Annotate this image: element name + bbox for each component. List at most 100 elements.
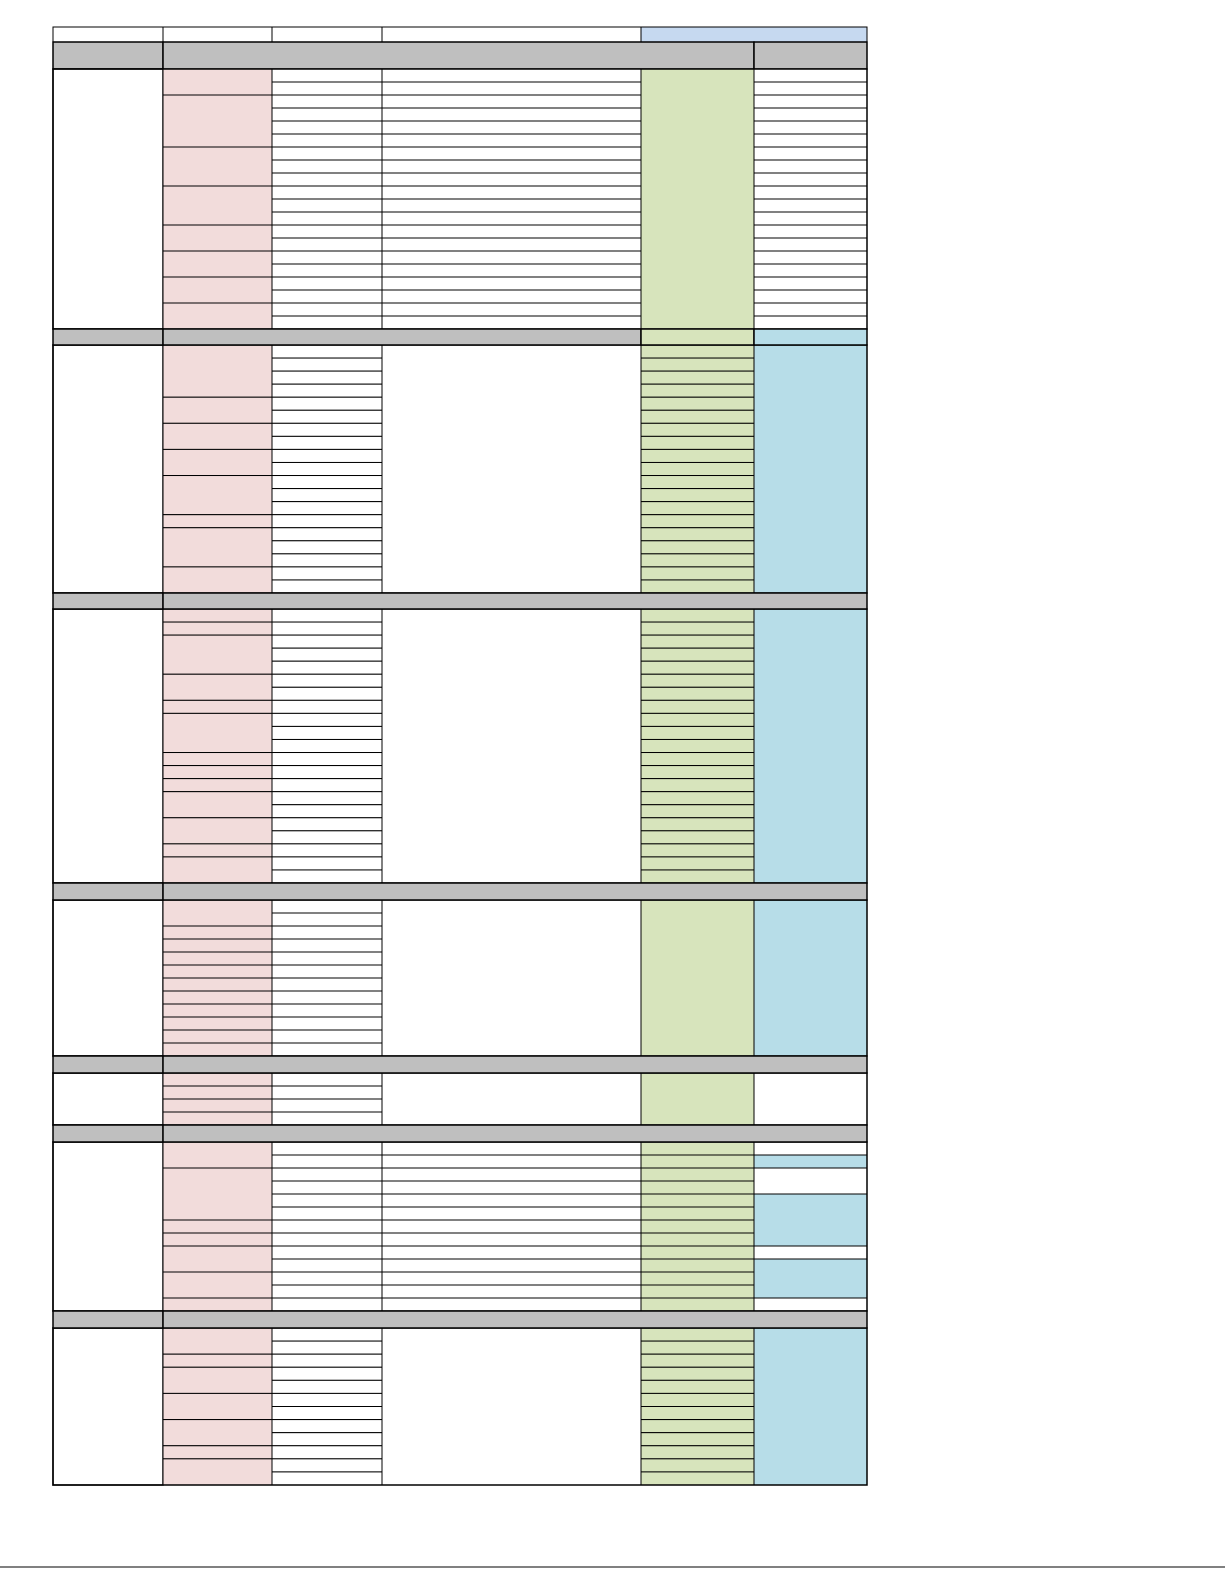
cell xyxy=(271,1167,383,1182)
green-cell xyxy=(640,1245,755,1260)
green-cell xyxy=(640,830,755,845)
separator-cell xyxy=(52,1310,164,1329)
cell xyxy=(753,250,868,265)
green-cell xyxy=(640,1154,755,1169)
green-cell xyxy=(640,804,755,819)
cell xyxy=(381,1206,642,1221)
pink-cell xyxy=(162,1003,273,1018)
cell xyxy=(381,1167,642,1182)
cell xyxy=(271,1085,383,1100)
cell xyxy=(753,120,868,135)
cell xyxy=(753,211,868,226)
green-cell xyxy=(640,488,755,503)
green-cell xyxy=(640,1392,755,1407)
pink-cell xyxy=(162,791,273,819)
cell xyxy=(271,912,383,927)
cell xyxy=(271,1445,383,1460)
cell xyxy=(753,289,868,304)
cell xyxy=(381,224,642,239)
cell xyxy=(271,1219,383,1234)
green-cell xyxy=(640,1406,755,1421)
separator-cell xyxy=(52,882,164,901)
cell xyxy=(271,383,383,398)
cell xyxy=(381,1193,642,1208)
cell xyxy=(271,422,383,437)
pink-cell xyxy=(162,634,273,675)
green-cell xyxy=(640,357,755,372)
cell xyxy=(381,146,642,161)
cell xyxy=(381,81,642,96)
pink-cell xyxy=(162,817,273,845)
cell xyxy=(271,1458,383,1473)
cell xyxy=(753,1245,868,1260)
cell xyxy=(381,289,642,304)
cell xyxy=(381,1284,642,1299)
cell xyxy=(271,899,383,914)
cell xyxy=(753,1167,868,1195)
pink-cell xyxy=(162,1085,273,1100)
cell xyxy=(753,133,868,148)
pink-cell xyxy=(162,1042,273,1057)
cell xyxy=(271,1111,383,1126)
merged-cell xyxy=(381,1327,642,1486)
cell xyxy=(271,977,383,992)
green-cell xyxy=(640,514,755,529)
pink-cell xyxy=(162,925,273,940)
cell xyxy=(271,791,383,806)
green-cell xyxy=(640,1327,755,1342)
cell xyxy=(753,198,868,213)
green-cell xyxy=(640,1432,755,1447)
cell xyxy=(271,315,383,330)
green-cell xyxy=(640,68,755,330)
green-cell xyxy=(640,461,755,477)
cell xyxy=(271,1340,383,1355)
cell xyxy=(381,211,642,226)
cell xyxy=(271,263,383,278)
green-cell xyxy=(640,1167,755,1182)
cell xyxy=(753,185,868,200)
cell xyxy=(381,250,642,265)
cell xyxy=(271,26,383,43)
cell xyxy=(271,817,383,832)
cell xyxy=(271,1098,383,1113)
cell xyxy=(271,712,383,727)
cell xyxy=(271,647,383,662)
cell xyxy=(381,1232,642,1247)
cell xyxy=(271,159,383,174)
pink-cell xyxy=(162,621,273,636)
cell xyxy=(753,1141,868,1156)
cell xyxy=(640,26,868,43)
cell xyxy=(271,370,383,385)
cell xyxy=(753,81,868,96)
pink-cell xyxy=(162,1219,273,1234)
pink-cell xyxy=(162,1029,273,1044)
cell xyxy=(753,94,868,109)
pink-cell xyxy=(162,475,273,516)
cell xyxy=(271,990,383,1005)
separator-cell xyxy=(640,328,755,346)
cell xyxy=(271,146,383,161)
pink-cell xyxy=(162,752,273,767)
cell xyxy=(271,843,383,858)
pink-cell xyxy=(162,1072,273,1087)
pink-cell xyxy=(162,527,273,568)
cell xyxy=(753,1297,868,1312)
cell xyxy=(52,26,164,43)
merged-cell xyxy=(381,899,642,1057)
cell xyxy=(271,501,383,516)
cell xyxy=(753,263,868,278)
cell xyxy=(271,778,383,793)
cell xyxy=(271,357,383,372)
green-cell xyxy=(640,1258,755,1273)
cell xyxy=(271,925,383,940)
green-cell xyxy=(640,725,755,740)
separator-cell xyxy=(52,1124,164,1143)
pink-cell xyxy=(162,514,273,529)
header-cell xyxy=(162,41,755,70)
separator-cell xyxy=(162,592,868,610)
pink-cell xyxy=(162,938,273,953)
cell xyxy=(381,107,642,122)
pink-cell xyxy=(162,1445,273,1460)
